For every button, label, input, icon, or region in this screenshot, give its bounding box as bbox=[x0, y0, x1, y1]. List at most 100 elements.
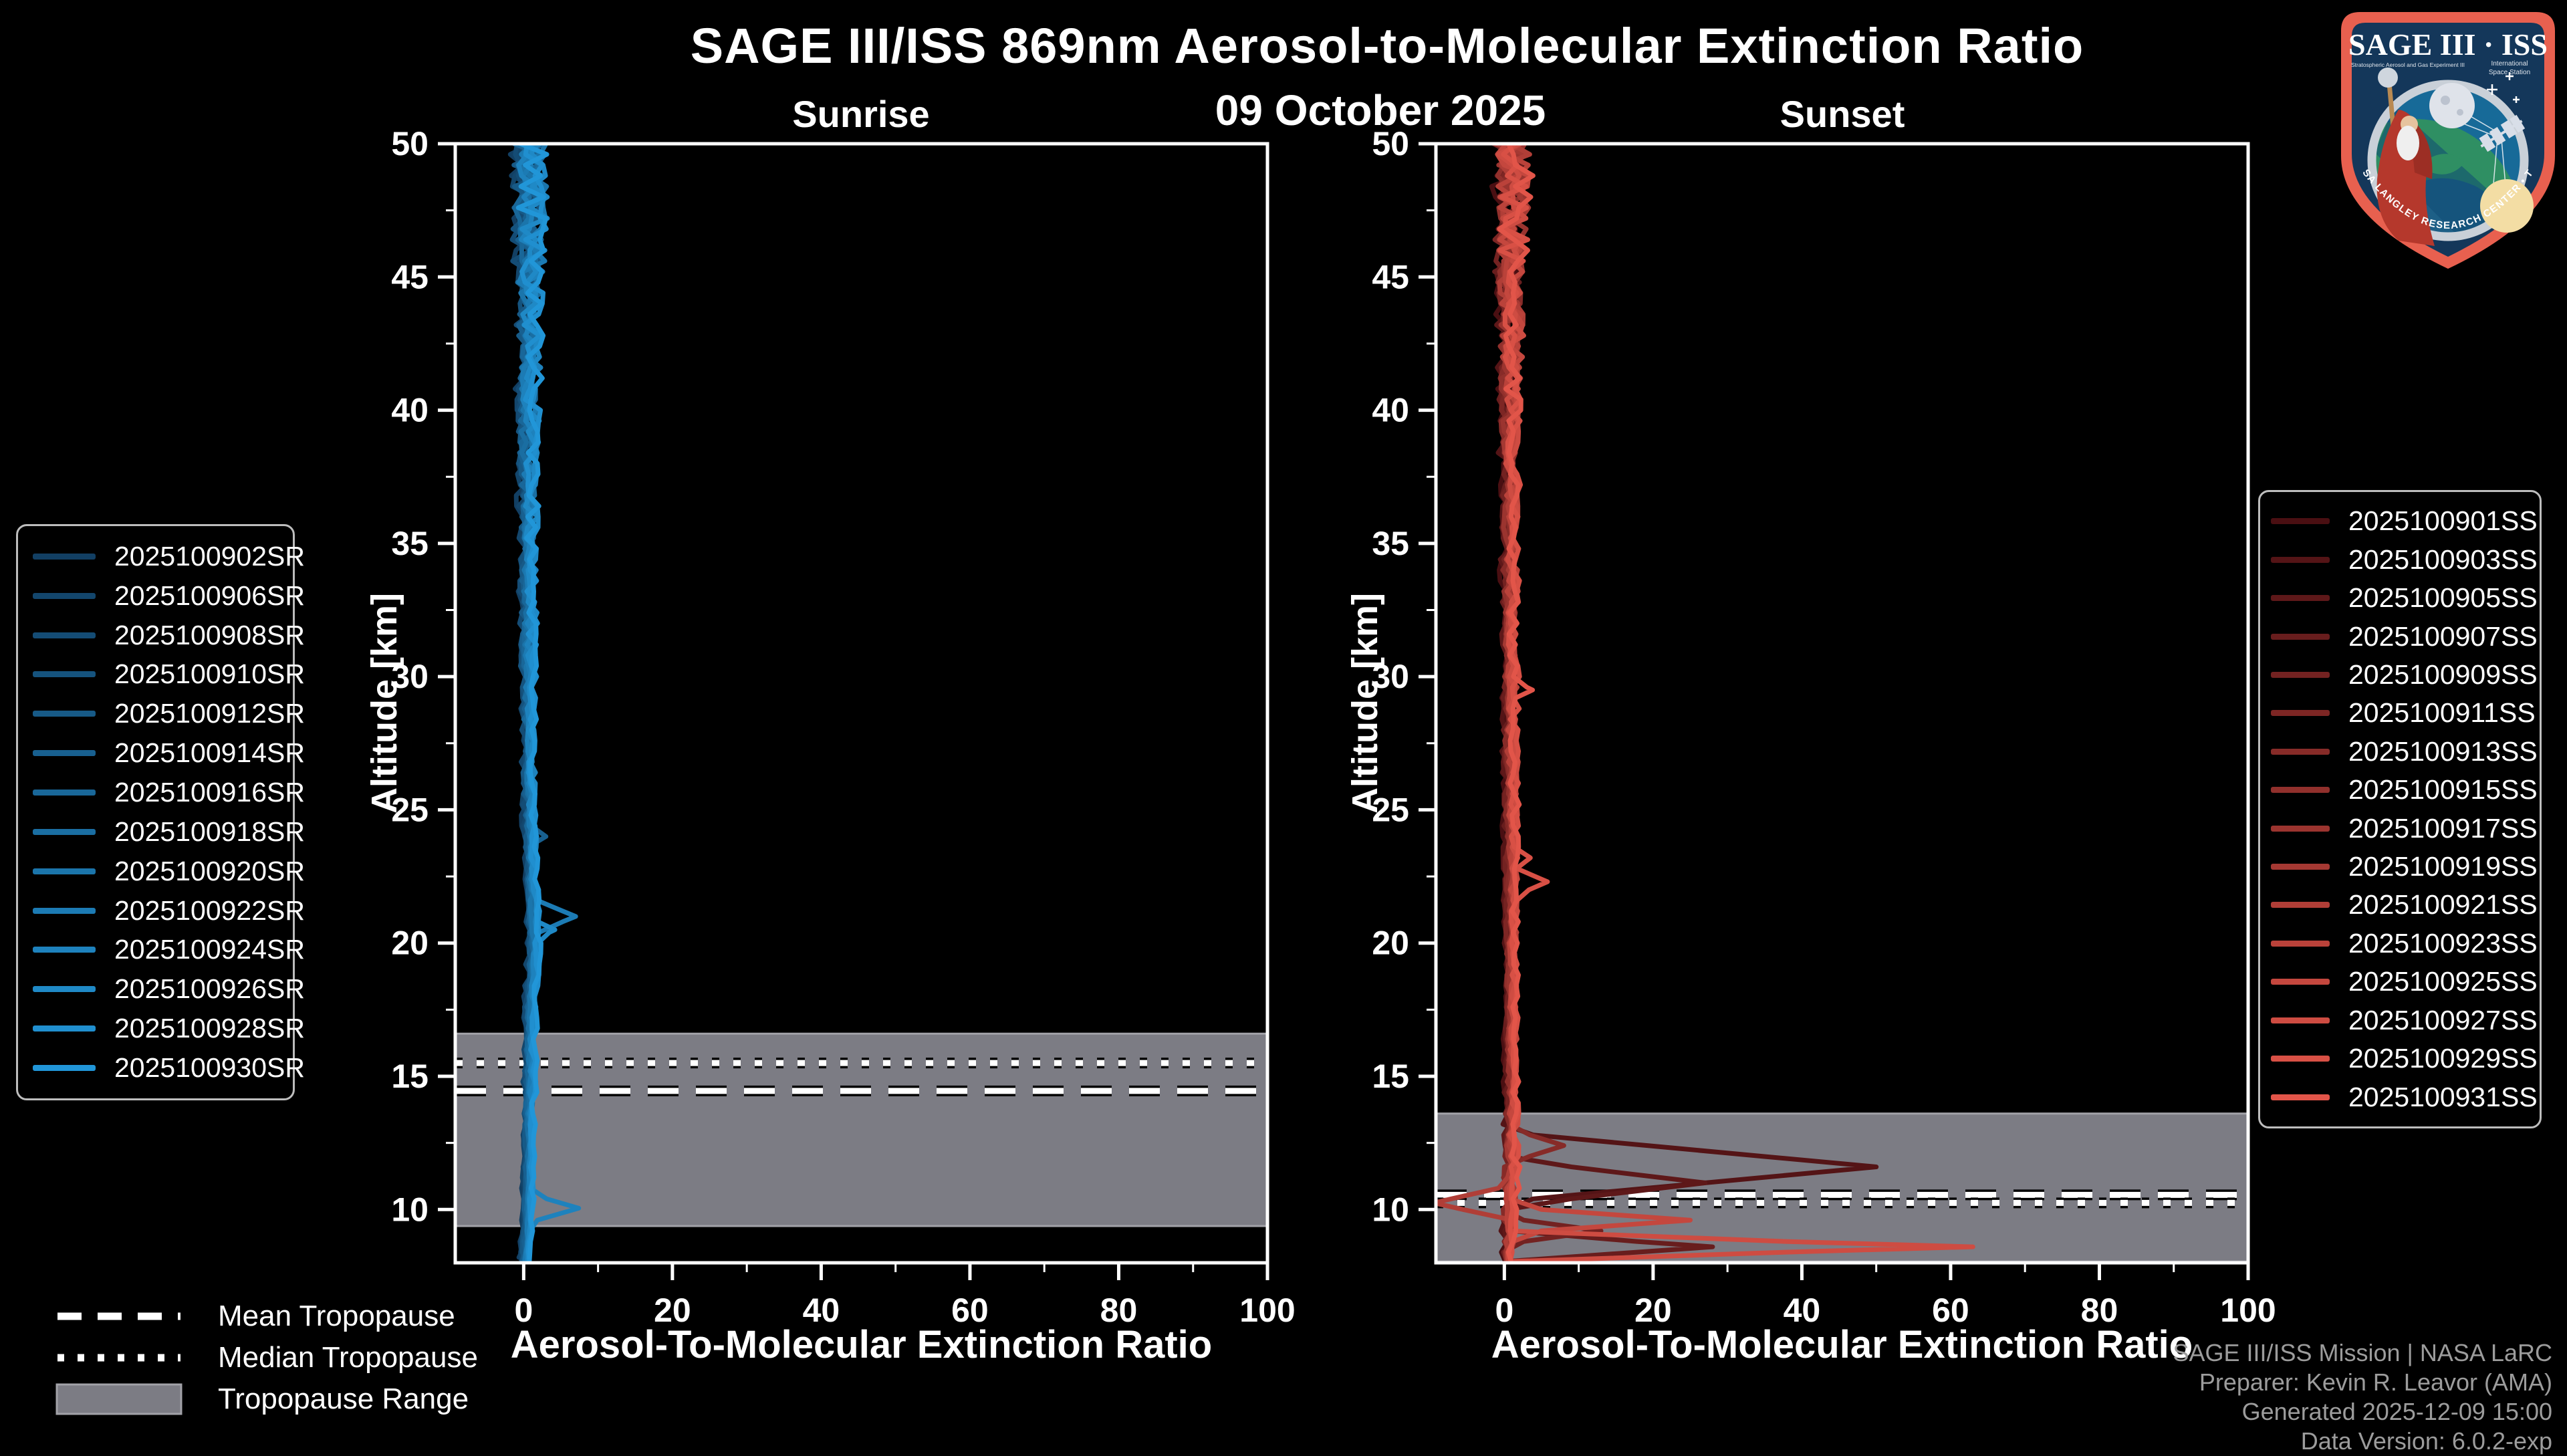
series-name: 2025100911SS bbox=[2348, 697, 2536, 729]
x-tick-label: 20 bbox=[1634, 1292, 1672, 1329]
dotted-line-icon bbox=[57, 1354, 180, 1362]
legend-item: 2025100902SR bbox=[18, 541, 305, 572]
logo-moon bbox=[2429, 83, 2475, 128]
legend-item: 2025100924SR bbox=[18, 934, 305, 965]
y-tick-label: 35 bbox=[391, 525, 429, 562]
series-name: 2025100928SR bbox=[114, 1013, 305, 1044]
series-name: 2025100908SR bbox=[114, 619, 305, 650]
series-color-line-icon bbox=[2271, 633, 2330, 640]
series-color-line-icon bbox=[2271, 902, 2330, 908]
legend-item: 2025100930SR bbox=[18, 1052, 305, 1084]
panel-sunrise: 0 20 40 60 80 100 10 15 20 25 30 35 40 45 50 bbox=[391, 125, 1295, 1329]
x-tick-label: 80 bbox=[2081, 1292, 2118, 1329]
series-color-line-icon bbox=[33, 632, 96, 638]
series-color-line-icon bbox=[2271, 1094, 2330, 1100]
legend-item-mean-tropopause: Mean Tropopause bbox=[55, 1300, 478, 1333]
y-tick-label: 40 bbox=[1372, 392, 1409, 429]
legend-sunrise: 2025100902SR 2025100906SR 2025100908SR 2025… bbox=[16, 524, 305, 1100]
logo-sun bbox=[2480, 179, 2534, 233]
legend-item: 2025100915SS bbox=[2260, 774, 2540, 806]
series-name: 2025100907SS bbox=[2348, 620, 2538, 652]
series-name: 2025100912SR bbox=[114, 698, 305, 729]
x-tick-label: 20 bbox=[654, 1292, 691, 1329]
profile-2025100927SS bbox=[1496, 144, 1975, 1263]
legend-item-tropopause-range: Tropopause Range bbox=[55, 1382, 478, 1416]
legend-item: 2025100901SS bbox=[2260, 505, 2540, 537]
band-swatch-icon bbox=[55, 1383, 182, 1415]
x-tick-label: 0 bbox=[514, 1292, 533, 1329]
legend-item: 2025100917SS bbox=[2260, 813, 2540, 844]
footer-line-preparer: Preparer: Kevin R. Leavor (AMA) bbox=[2199, 1368, 2552, 1396]
legend-label: Tropopause Range bbox=[218, 1382, 469, 1415]
legend-item: 2025100926SR bbox=[18, 973, 305, 1005]
tropopause-legend: Mean Tropopause Median Tropopause Tropop… bbox=[55, 1300, 478, 1416]
logo-subtitle-left: Stratospheric Aerosol and Gas Experiment… bbox=[2351, 62, 2465, 68]
series-color-line-icon bbox=[33, 671, 96, 678]
x-tick-label: 0 bbox=[1495, 1292, 1513, 1329]
series-name: 2025100901SS bbox=[2348, 505, 2538, 537]
series-name: 2025100915SS bbox=[2348, 774, 2538, 806]
series-color-line-icon bbox=[2271, 672, 2330, 679]
y-tick-label: 10 bbox=[1372, 1191, 1409, 1228]
series-name: 2025100906SR bbox=[114, 580, 305, 611]
series-color-line-icon bbox=[2271, 595, 2330, 602]
legend-item: 2025100914SR bbox=[18, 737, 305, 769]
series-color-line-icon bbox=[2271, 864, 2330, 870]
y-axis-label-sunset: Altitude [km] bbox=[1345, 593, 1385, 814]
series-name: 2025100926SR bbox=[114, 973, 305, 1005]
legend-item: 2025100922SR bbox=[18, 895, 305, 927]
y-tick-label: 45 bbox=[1372, 258, 1409, 295]
profile-2025100903SS bbox=[1493, 144, 1879, 1263]
series-name: 2025100931SS bbox=[2348, 1081, 2538, 1112]
y-tick-label: 15 bbox=[391, 1058, 429, 1095]
x-tick-label: 60 bbox=[951, 1292, 989, 1329]
legend-item: 2025100929SS bbox=[2260, 1043, 2540, 1074]
logo-moon-crater bbox=[2457, 109, 2463, 116]
y-tick-label: 25 bbox=[1372, 791, 1409, 828]
legend-item: 2025100912SR bbox=[18, 698, 305, 729]
y-tick-label: 10 bbox=[391, 1191, 429, 1228]
series-color-line-icon bbox=[33, 907, 96, 914]
x-tick-label: 60 bbox=[1932, 1292, 1969, 1329]
profile-2025100931SS bbox=[1497, 144, 1536, 1263]
series-color-line-icon bbox=[33, 790, 96, 796]
profile-lines bbox=[1436, 144, 1975, 1263]
series-name: 2025100919SS bbox=[2348, 851, 2538, 882]
panel-sunset: 0 20 40 60 80 100 10 15 20 25 30 35 40 45 50 bbox=[1372, 125, 2276, 1329]
legend-label: Median Tropopause bbox=[218, 1341, 478, 1374]
series-color-line-icon bbox=[33, 1065, 96, 1072]
y-axis-label-sunrise: Altitude [km] bbox=[364, 593, 404, 814]
series-color-line-icon bbox=[2271, 787, 2330, 794]
legend-item: 2025100921SS bbox=[2260, 889, 2540, 921]
series-color-line-icon bbox=[2271, 1017, 2330, 1023]
series-name: 2025100921SS bbox=[2348, 889, 2538, 921]
y-tick-label: 20 bbox=[391, 925, 429, 962]
panel-title-sunrise: Sunrise bbox=[792, 93, 930, 135]
axes-spines bbox=[1434, 142, 2250, 1265]
legend-item: 2025100910SR bbox=[18, 658, 305, 690]
series-name: 2025100929SS bbox=[2348, 1043, 2538, 1074]
series-name: 2025100910SR bbox=[114, 658, 305, 690]
legend-label: Mean Tropopause bbox=[218, 1300, 455, 1332]
legend-item: 2025100909SS bbox=[2260, 659, 2540, 691]
series-name: 2025100916SR bbox=[114, 777, 305, 808]
legend-sunset: 2025100901SS 2025100903SS 2025100905SS 2025… bbox=[2258, 490, 2542, 1128]
sage-iii-iss-mission-patch: SAGE III · ISS Stratospheric Aerosol and… bbox=[2334, 5, 2555, 269]
series-color-line-icon bbox=[2271, 556, 2330, 563]
profile-2025100930SR bbox=[515, 144, 549, 1263]
series-color-line-icon bbox=[33, 553, 96, 560]
axes-spines bbox=[453, 142, 1269, 1265]
series-color-line-icon bbox=[33, 868, 96, 874]
series-color-line-icon bbox=[2271, 518, 2330, 525]
series-color-line-icon bbox=[2271, 1056, 2330, 1062]
logo-subtitle-right-1: International bbox=[2491, 60, 2528, 68]
profile-2025100905SS bbox=[1494, 144, 1708, 1263]
legend-item: 2025100916SR bbox=[18, 777, 305, 808]
y-tick-label: 25 bbox=[391, 791, 429, 828]
logo-title: SAGE III · ISS bbox=[2348, 27, 2548, 62]
legend-item: 2025100905SS bbox=[2260, 582, 2540, 614]
series-color-line-icon bbox=[2271, 825, 2330, 832]
logo-sage-figure bbox=[2376, 68, 2435, 246]
series-name: 2025100903SS bbox=[2348, 543, 2538, 575]
